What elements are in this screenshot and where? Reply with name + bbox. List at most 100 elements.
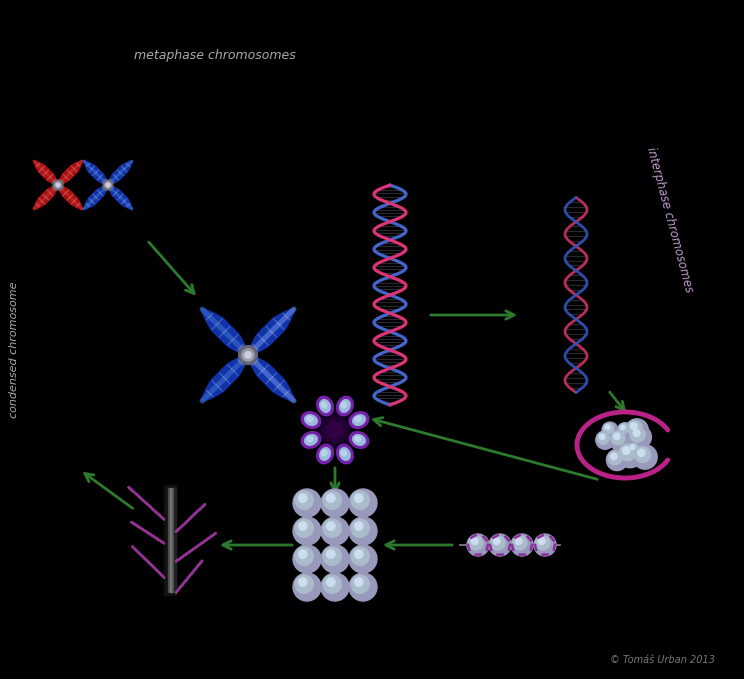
Ellipse shape [336,397,353,416]
Circle shape [295,575,313,593]
Circle shape [633,430,640,437]
Circle shape [619,424,628,433]
Polygon shape [57,185,83,209]
Ellipse shape [320,400,330,412]
Circle shape [630,427,645,442]
Circle shape [327,422,343,438]
Circle shape [596,430,615,449]
Circle shape [351,547,369,566]
Ellipse shape [353,415,365,425]
Ellipse shape [341,402,347,408]
Ellipse shape [317,444,333,464]
Ellipse shape [341,450,347,456]
Circle shape [239,346,257,365]
Circle shape [327,494,335,502]
Bar [164,485,176,595]
Polygon shape [83,185,109,209]
Ellipse shape [305,415,317,425]
Text: © Tomáš Urban 2013: © Tomáš Urban 2013 [610,655,715,665]
Circle shape [511,534,533,556]
Circle shape [597,432,609,444]
Circle shape [633,445,657,469]
Ellipse shape [340,447,350,460]
Circle shape [534,534,556,556]
Ellipse shape [353,435,365,445]
Circle shape [317,412,353,448]
Ellipse shape [307,416,313,422]
Circle shape [608,451,622,464]
Ellipse shape [349,411,369,428]
Polygon shape [83,160,109,185]
Ellipse shape [349,432,369,448]
Circle shape [355,578,363,586]
Ellipse shape [301,432,321,448]
Polygon shape [33,160,59,185]
Circle shape [293,489,321,517]
Circle shape [245,352,251,359]
Ellipse shape [321,402,327,408]
Circle shape [630,445,635,449]
Circle shape [627,420,642,435]
Circle shape [327,578,335,586]
Circle shape [602,422,618,438]
Circle shape [323,575,341,593]
Circle shape [53,180,63,190]
Circle shape [105,182,111,188]
Circle shape [349,517,377,545]
Circle shape [55,182,61,188]
Circle shape [516,538,522,545]
Circle shape [57,183,60,187]
Circle shape [539,538,545,545]
Circle shape [106,183,109,187]
Text: metaphase chromosomes: metaphase chromosomes [134,48,296,62]
Circle shape [355,522,363,530]
Circle shape [618,422,632,437]
Circle shape [321,517,349,545]
Circle shape [611,453,617,460]
Circle shape [614,433,620,439]
Circle shape [609,429,631,451]
Bar [168,488,171,592]
Circle shape [323,547,341,566]
Polygon shape [201,354,248,402]
Circle shape [327,550,335,558]
Polygon shape [108,160,132,185]
Polygon shape [247,354,295,402]
Circle shape [629,426,652,448]
Circle shape [619,444,635,461]
Circle shape [355,494,363,502]
Circle shape [351,575,369,593]
Circle shape [469,536,483,550]
Circle shape [618,442,643,468]
Ellipse shape [307,437,313,441]
Ellipse shape [340,400,350,412]
Circle shape [327,522,335,530]
Circle shape [322,417,348,443]
Circle shape [298,578,307,586]
Circle shape [493,538,500,545]
Circle shape [351,491,369,509]
Circle shape [349,489,377,517]
Circle shape [467,534,489,556]
Circle shape [293,517,321,545]
Circle shape [605,425,610,430]
Circle shape [323,491,341,509]
Circle shape [490,536,505,550]
Ellipse shape [305,435,317,445]
Circle shape [611,431,625,445]
Text: condensed chromosome: condensed chromosome [9,282,19,418]
Circle shape [638,449,645,456]
Ellipse shape [301,411,321,428]
Circle shape [349,573,377,601]
Polygon shape [33,185,59,209]
Circle shape [489,534,511,556]
Circle shape [628,443,638,454]
Circle shape [295,491,313,509]
Polygon shape [247,308,295,356]
Circle shape [321,489,349,517]
Circle shape [298,494,307,502]
Circle shape [293,545,321,573]
Ellipse shape [320,447,330,460]
Circle shape [620,425,625,430]
Circle shape [295,547,313,566]
